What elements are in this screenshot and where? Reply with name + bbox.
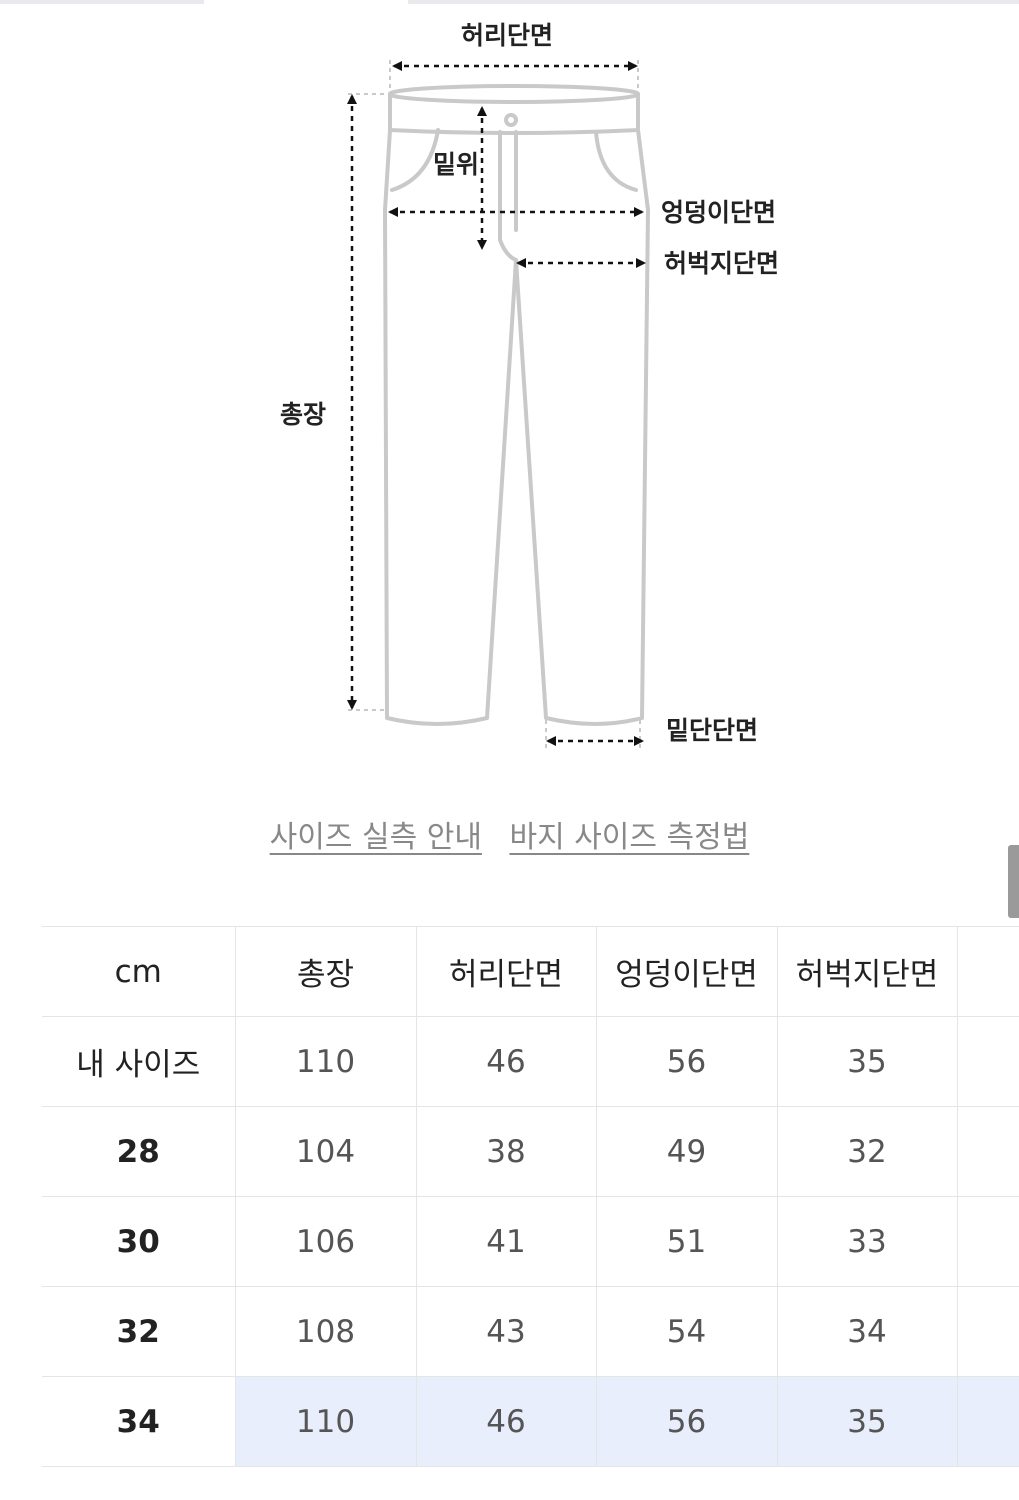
- header-unit: cm: [42, 926, 235, 1017]
- pants-outline: [383, 84, 650, 726]
- row-label: 30: [42, 1196, 235, 1287]
- cell-overflow: [956, 1016, 1019, 1107]
- cell-waist: 46: [415, 1016, 596, 1107]
- cell-overflow: [956, 1286, 1019, 1377]
- size-guide-link[interactable]: 사이즈 실측 안내: [269, 820, 482, 855]
- header-thigh: 허벅지단면: [776, 926, 957, 1017]
- cell-length: 110: [234, 1376, 416, 1467]
- cell-thigh: 35: [776, 1016, 957, 1107]
- size-links: 사이즈 실측 안내 바지 사이즈 측정법: [0, 812, 1019, 856]
- cell-overflow: [956, 1196, 1019, 1287]
- cell-hip: 56: [595, 1016, 777, 1107]
- table-row: 32 108 43 54 34: [42, 1286, 1019, 1377]
- row-label: 28: [42, 1106, 235, 1197]
- label-thigh: 허벅지단면: [664, 249, 779, 278]
- pants-diagram: 허리단면 밑위 엉덩이단면 허벅지단면 총장 밑단단면: [280, 21, 779, 748]
- label-hip: 엉덩이단면: [661, 198, 776, 227]
- table-row-highlighted: 34 110 46 56 35: [42, 1376, 1019, 1467]
- cell-thigh: 33: [776, 1196, 957, 1287]
- table-header-row: cm 총장 허리단면 엉덩이단면 허벅지단면: [42, 926, 1019, 1017]
- top-divider-right: [408, 0, 1019, 4]
- cell-thigh: 32: [776, 1106, 957, 1197]
- cell-waist: 43: [415, 1286, 596, 1377]
- label-length: 총장: [280, 400, 326, 429]
- cell-length: 108: [234, 1286, 416, 1377]
- cell-length: 104: [234, 1106, 416, 1197]
- label-hem: 밑단단면: [666, 716, 758, 745]
- cell-thigh: 34: [776, 1286, 957, 1377]
- table-row: 28 104 38 49 32: [42, 1106, 1019, 1197]
- row-label: 32: [42, 1286, 235, 1377]
- pants-measure-link[interactable]: 바지 사이즈 측정법: [509, 820, 750, 855]
- cell-thigh: 35: [776, 1376, 957, 1467]
- size-table: cm 총장 허리단면 엉덩이단면 허벅지단면 내 사이즈 110 46 56 3…: [42, 926, 1019, 1467]
- cell-hip: 51: [595, 1196, 777, 1287]
- header-waist: 허리단면: [415, 926, 596, 1017]
- table-row: 내 사이즈 110 46 56 35: [42, 1016, 1019, 1107]
- label-waist: 허리단면: [461, 21, 553, 50]
- header-length: 총장: [234, 926, 416, 1017]
- cell-overflow: [956, 1376, 1019, 1467]
- cell-waist: 46: [415, 1376, 596, 1467]
- label-rise: 밑위: [433, 150, 479, 179]
- cell-waist: 41: [415, 1196, 596, 1287]
- row-label: 34: [42, 1376, 235, 1467]
- cell-overflow: [956, 1106, 1019, 1197]
- cell-hip: 56: [595, 1376, 777, 1467]
- cell-length: 106: [234, 1196, 416, 1287]
- row-label: 내 사이즈: [42, 1016, 235, 1107]
- header-overflow: [956, 926, 1019, 1017]
- scrollbar-thumb[interactable]: [1008, 845, 1019, 918]
- top-divider-left: [0, 0, 204, 4]
- cell-waist: 38: [415, 1106, 596, 1197]
- cell-length: 110: [234, 1016, 416, 1107]
- header-hip: 엉덩이단면: [595, 926, 777, 1017]
- cell-hip: 54: [595, 1286, 777, 1377]
- table-row: 30 106 41 51 33: [42, 1196, 1019, 1287]
- cell-hip: 49: [595, 1106, 777, 1197]
